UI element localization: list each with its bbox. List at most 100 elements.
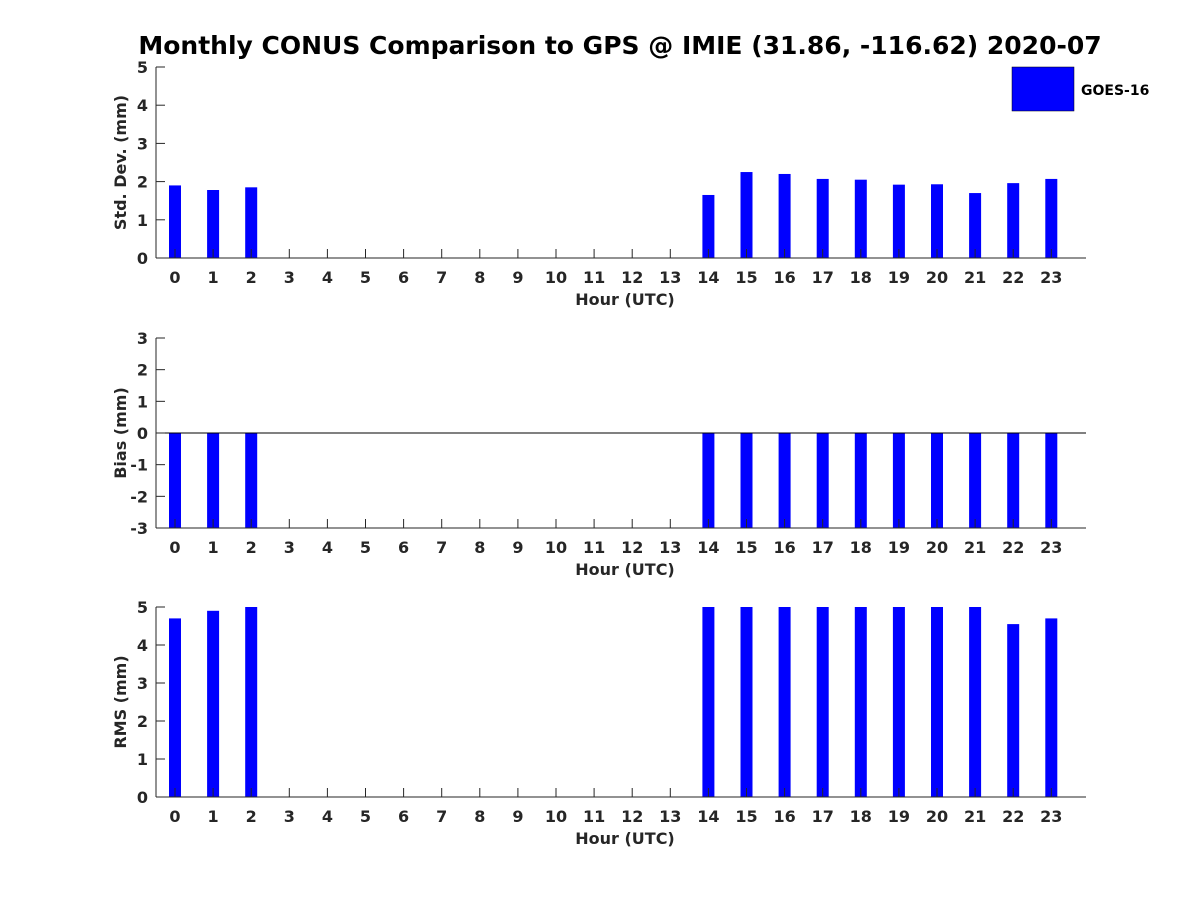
y-axis-label: Std. Dev. (mm) <box>111 95 130 230</box>
x-tick-label: 6 <box>398 807 409 826</box>
x-tick-label: 11 <box>583 807 605 826</box>
x-tick-label: 17 <box>812 268 834 287</box>
x-tick-label: 23 <box>1040 807 1062 826</box>
x-tick-label: 12 <box>621 538 643 557</box>
bar <box>816 607 829 797</box>
x-axis-label: Hour (UTC) <box>575 290 675 309</box>
x-axis-label: Hour (UTC) <box>575 560 675 579</box>
x-tick-label: 7 <box>436 538 447 557</box>
x-tick-label: 7 <box>436 807 447 826</box>
x-tick-label: 1 <box>208 268 219 287</box>
x-tick-label: 20 <box>926 807 948 826</box>
x-tick-label: 12 <box>621 807 643 826</box>
bar <box>854 433 867 528</box>
x-tick-label: 22 <box>1002 538 1024 557</box>
x-tick-label: 4 <box>322 538 333 557</box>
y-axis-label: RMS (mm) <box>111 655 130 748</box>
y-tick-label: 0 <box>137 249 148 268</box>
bar <box>1007 433 1020 528</box>
bar <box>1007 624 1020 797</box>
bar <box>169 433 181 528</box>
x-tick-label: 23 <box>1040 268 1062 287</box>
y-tick-label: 2 <box>137 173 148 192</box>
bar <box>816 178 829 258</box>
x-tick-label: 1 <box>208 807 219 826</box>
bar <box>931 184 943 258</box>
bar <box>702 194 715 258</box>
legend-swatch <box>1011 66 1075 112</box>
x-tick-label: 0 <box>169 268 180 287</box>
bar <box>702 607 715 797</box>
x-tick-label: 3 <box>284 538 295 557</box>
x-tick-label: 5 <box>360 807 371 826</box>
bar <box>969 193 982 258</box>
x-tick-label: 18 <box>850 268 872 287</box>
chart-title: Monthly CONUS Comparison to GPS @ IMIE (… <box>138 31 1101 60</box>
x-tick-label: 1 <box>208 538 219 557</box>
x-tick-label: 8 <box>474 807 485 826</box>
x-tick-label: 18 <box>850 538 872 557</box>
bar <box>245 607 258 797</box>
x-tick-label: 10 <box>545 807 567 826</box>
bar <box>245 187 258 258</box>
x-tick-label: 19 <box>888 538 910 557</box>
bar <box>778 607 791 797</box>
x-tick-label: 23 <box>1040 538 1062 557</box>
y-tick-label: -1 <box>130 456 148 475</box>
x-tick-label: 2 <box>246 807 257 826</box>
bar <box>969 607 982 797</box>
y-tick-label: 2 <box>137 712 148 731</box>
bar <box>1045 618 1058 797</box>
bar <box>854 179 867 258</box>
x-tick-label: 10 <box>545 538 567 557</box>
x-tick-label: 13 <box>659 807 681 826</box>
bar <box>169 618 181 797</box>
legend-label: GOES-16 <box>1081 83 1149 99</box>
x-tick-label: 18 <box>850 807 872 826</box>
bar <box>740 172 753 258</box>
x-tick-label: 22 <box>1002 807 1024 826</box>
bar <box>207 610 220 797</box>
y-tick-label: 3 <box>137 674 148 693</box>
bar <box>892 433 905 528</box>
x-tick-label: 8 <box>474 538 485 557</box>
x-tick-label: 4 <box>322 268 333 287</box>
bar <box>969 433 982 528</box>
x-tick-label: 19 <box>888 268 910 287</box>
y-tick-label: 2 <box>137 361 148 380</box>
x-tick-label: 7 <box>436 268 447 287</box>
x-axis-label: Hour (UTC) <box>575 829 675 848</box>
bar <box>892 607 905 797</box>
x-tick-label: 11 <box>583 538 605 557</box>
x-tick-label: 9 <box>512 538 523 557</box>
y-tick-label: 3 <box>137 134 148 153</box>
y-tick-label: 4 <box>137 96 148 115</box>
y-tick-label: 4 <box>137 636 148 655</box>
x-tick-label: 2 <box>246 538 257 557</box>
bar <box>740 607 753 797</box>
x-tick-label: 13 <box>659 538 681 557</box>
x-tick-label: 10 <box>545 268 567 287</box>
x-tick-label: 12 <box>621 268 643 287</box>
y-tick-label: 5 <box>137 598 148 617</box>
x-tick-label: 14 <box>697 268 719 287</box>
x-tick-label: 8 <box>474 268 485 287</box>
legend: GOES-16 <box>1011 66 1149 112</box>
bar <box>931 433 943 528</box>
bar <box>931 607 943 797</box>
x-tick-label: 11 <box>583 268 605 287</box>
x-tick-label: 16 <box>773 807 795 826</box>
x-tick-label: 5 <box>360 268 371 287</box>
y-tick-label: -2 <box>130 487 148 506</box>
x-tick-label: 0 <box>169 807 180 826</box>
x-tick-label: 15 <box>735 268 757 287</box>
x-tick-label: 21 <box>964 268 986 287</box>
bar <box>778 173 791 258</box>
bar <box>740 433 753 528</box>
x-tick-label: 14 <box>697 807 719 826</box>
x-tick-label: 9 <box>512 807 523 826</box>
